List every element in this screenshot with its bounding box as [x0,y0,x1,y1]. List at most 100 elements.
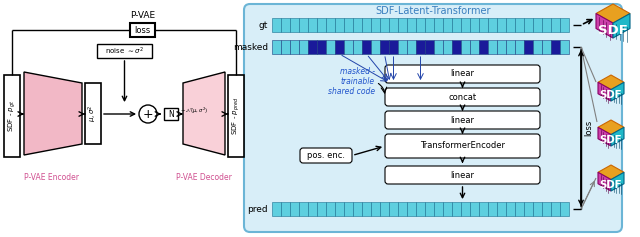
Bar [281,40,289,54]
Bar [398,18,406,32]
Bar [317,40,326,54]
Bar [4,75,20,157]
Bar [371,18,380,32]
Text: TransformerEncoder: TransformerEncoder [420,141,505,150]
Text: SDF: SDF [600,90,622,100]
Bar [371,202,380,216]
Bar [353,202,362,216]
Bar [317,18,326,32]
Text: SDF - $p_{gt}$: SDF - $p_{gt}$ [6,100,18,132]
Polygon shape [598,75,624,90]
Bar [506,18,515,32]
Bar [290,40,298,54]
Text: loss: loss [584,120,593,136]
Text: linear: linear [451,170,474,179]
Bar [488,40,497,54]
Bar [389,18,397,32]
Polygon shape [596,14,613,38]
Bar [344,202,353,216]
Text: SDF - $p_{pred}$: SDF - $p_{pred}$ [230,97,242,135]
Polygon shape [611,172,624,191]
Bar [470,202,479,216]
Bar [344,18,353,32]
FancyBboxPatch shape [385,65,540,83]
Bar [524,202,532,216]
FancyBboxPatch shape [385,111,540,129]
Bar [425,202,433,216]
Bar [362,202,371,216]
Bar [335,40,344,54]
Bar [506,202,515,216]
Bar [407,40,415,54]
Bar [560,18,568,32]
Bar [335,202,344,216]
Text: SDF: SDF [600,135,622,145]
Bar [434,40,442,54]
Bar [452,18,461,32]
Bar [97,44,152,58]
Bar [281,202,289,216]
Bar [326,40,335,54]
Bar [389,40,397,54]
Bar [434,18,442,32]
Text: SDF: SDF [598,24,628,37]
FancyBboxPatch shape [300,148,352,163]
Text: SDF: SDF [600,180,622,190]
Bar [533,18,541,32]
Bar [461,40,470,54]
Bar [551,18,559,32]
Bar [416,40,424,54]
Bar [488,202,497,216]
FancyBboxPatch shape [385,88,540,106]
Text: masked: masked [233,42,268,51]
Bar [452,202,461,216]
Bar [407,202,415,216]
Bar [506,40,515,54]
Polygon shape [596,4,630,23]
Bar [479,40,488,54]
Bar [524,40,532,54]
Bar [362,18,371,32]
Bar [461,202,470,216]
Bar [533,202,541,216]
Polygon shape [598,127,611,146]
Bar [164,108,178,120]
Bar [533,40,541,54]
Bar [308,18,317,32]
Polygon shape [598,165,624,180]
Bar [272,18,280,32]
Bar [308,202,317,216]
Text: linear: linear [451,69,474,78]
Text: linear: linear [451,115,474,124]
Text: pos. enc.: pos. enc. [307,151,345,160]
Bar [560,40,568,54]
Bar [290,202,298,216]
Bar [380,18,388,32]
Bar [542,40,550,54]
Text: pred: pred [248,205,268,214]
Bar [443,40,451,54]
Bar [470,18,479,32]
Bar [389,202,397,216]
Bar [362,40,371,54]
Bar [542,18,550,32]
Bar [299,40,307,54]
Bar [497,202,506,216]
Bar [479,202,488,216]
Bar [353,18,362,32]
Polygon shape [183,72,225,155]
Polygon shape [611,127,624,146]
Bar [434,202,442,216]
Text: loss: loss [134,26,150,35]
Bar [371,40,380,54]
Polygon shape [611,82,624,101]
Bar [470,40,479,54]
Text: N: N [168,109,174,118]
Bar [452,40,461,54]
Bar [497,40,506,54]
Bar [416,18,424,32]
Bar [443,202,451,216]
Polygon shape [598,120,624,135]
Bar [317,202,326,216]
Bar [560,202,568,216]
